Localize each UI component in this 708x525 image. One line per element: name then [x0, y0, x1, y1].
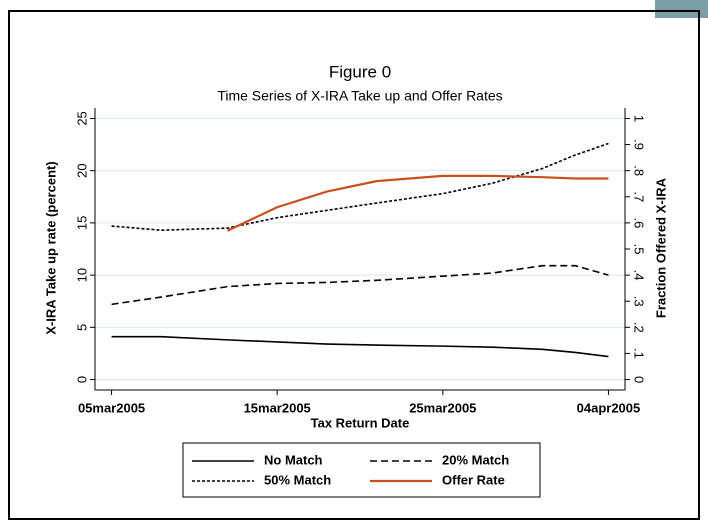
series-line	[227, 174, 609, 232]
legend-label: 20% Match	[442, 452, 509, 467]
x-axis-label: Tax Return Date	[311, 415, 410, 430]
y-tick-label: 20	[74, 163, 89, 177]
y2-tick-label: .7	[632, 191, 647, 202]
y2-tick-label: .4	[632, 270, 647, 281]
legend-label: Offer Rate	[442, 472, 505, 487]
y-axis-label: X-IRA Take up rate (percent)	[43, 161, 58, 334]
y2-tick-label: .8	[632, 165, 647, 176]
corner-tab	[655, 0, 708, 18]
y-tick-label: 5	[74, 324, 89, 331]
frame	[8, 10, 700, 520]
series-line	[111, 264, 609, 306]
y2-tick-label: .5	[632, 244, 647, 255]
y2-tick-label: .2	[632, 322, 647, 333]
y-tick-label: 0	[74, 376, 89, 383]
legend-label: 50% Match	[264, 472, 331, 487]
y2-tick-label: 0	[632, 376, 647, 383]
y2-axis-label: Fraction Offered X-IRA	[653, 177, 668, 318]
y2-tick-label: .6	[632, 217, 647, 228]
x-tick-label: 04apr2005	[577, 400, 641, 415]
y2-tick-label: 1	[632, 115, 647, 122]
y2-tick-label: .3	[632, 296, 647, 307]
y-tick-label: 25	[74, 111, 89, 125]
series-line	[111, 142, 609, 232]
y-tick-label: 10	[74, 268, 89, 282]
y2-tick-label: .1	[632, 348, 647, 359]
x-tick-label: 15mar2005	[244, 400, 311, 415]
x-tick-label: 25mar2005	[409, 400, 476, 415]
legend	[182, 442, 541, 498]
series-line	[111, 335, 609, 358]
chart-subtitle: Time Series of X-IRA Take up and Offer R…	[217, 88, 502, 104]
legend-label: No Match	[264, 452, 323, 467]
y-tick-label: 15	[74, 216, 89, 230]
x-tick-label: 05mar2005	[78, 400, 145, 415]
y2-tick-label: .9	[632, 139, 647, 150]
chart-title: Figure 0	[329, 62, 391, 81]
